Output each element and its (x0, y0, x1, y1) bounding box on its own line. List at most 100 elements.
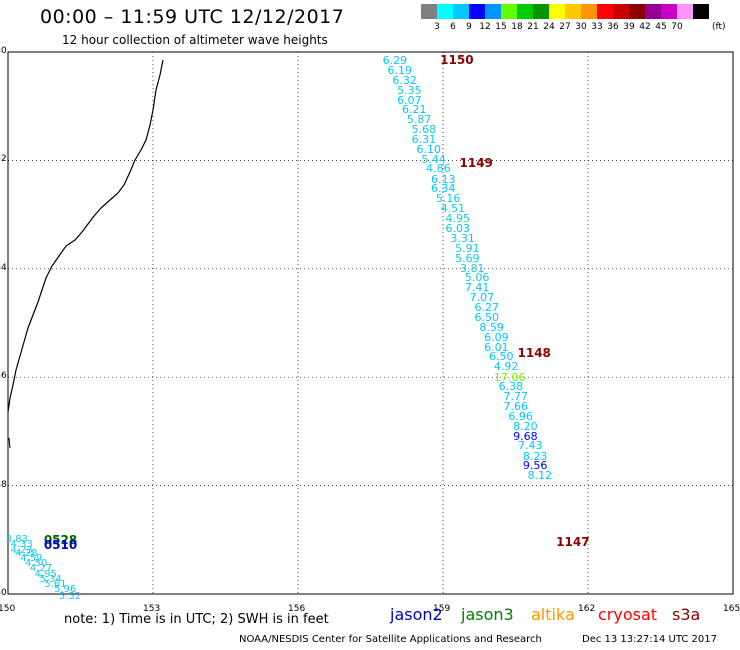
map-frame (7, 51, 734, 595)
wave-height-label: 6.01 (484, 340, 509, 354)
color-scale-swatch (549, 4, 565, 19)
wave-height-label: 5.91 (455, 241, 480, 255)
wave-height-label: 8.20 (513, 419, 538, 433)
color-scale-swatch (661, 4, 677, 19)
longitude-tick-label: 153 (143, 604, 161, 614)
wave-height-label: 5.06 (464, 271, 490, 285)
color-scale-tick-label: 33 (591, 22, 603, 32)
wave-height-label: 7.41 (464, 281, 490, 295)
color-scale-swatch (501, 4, 517, 19)
color-scale-tick-label: 30 (575, 22, 587, 32)
pass-time-label: 0510 (43, 538, 78, 553)
wave-height-label: 7.77 (503, 390, 529, 404)
color-scale-swatch (485, 4, 501, 19)
longitude-tick-label: 150 (0, 604, 16, 614)
satellite-legend-item: altika (531, 605, 575, 624)
wave-height-label: 4.33 (10, 539, 33, 551)
color-scale-swatch (437, 4, 453, 19)
color-scale-tick-label: 39 (623, 22, 635, 32)
color-scale-tick-label: 6 (450, 22, 456, 32)
pass-time-label: 1150 (440, 53, 474, 67)
color-scale-swatch (645, 4, 661, 19)
color-scale-tick-label: 24 (543, 22, 555, 32)
color-scale-swatch (533, 4, 549, 19)
wave-height-label: 7.66 (503, 399, 529, 413)
color-scale-tick-label: 21 (527, 22, 539, 32)
wave-height-label: 5.61 (44, 578, 67, 590)
wave-height-label: 5.52 (58, 590, 82, 602)
color-scale-swatch (693, 4, 709, 19)
latitude-tick-label: -30 (0, 46, 7, 56)
wave-height-label: 9.68 (513, 429, 538, 443)
pass-time-label: 1148 (517, 345, 551, 360)
wave-height-label: 6.03 (445, 222, 471, 236)
color-scale-swatch (581, 4, 597, 19)
longitude-tick-label: 165 (723, 604, 740, 614)
units-note: note: 1) Time is in UTC; 2) SWH is in fe… (64, 612, 329, 627)
wave-height-label: 6.34 (431, 182, 456, 196)
longitude-tick-label: 156 (288, 604, 306, 614)
wave-height-label: 6.38 (498, 380, 524, 394)
color-scale-tick-label: 12 (479, 22, 491, 32)
wave-height-label: 8.59 (479, 320, 504, 334)
wave-height-label: 7.07 (469, 291, 495, 305)
color-scale-swatch (421, 4, 437, 19)
credit-line: NOAA/NESDIS Center for Satellite Applica… (239, 634, 542, 645)
wave-height-label: 5.34 (39, 574, 62, 586)
wave-height-label: 6.10 (416, 142, 442, 156)
wave-height-label: 4.50 (25, 558, 48, 570)
color-scale-tick-label: 9 (466, 22, 472, 32)
color-scale-tick-label: 42 (639, 22, 651, 32)
latitude-tick-label: -36 (0, 371, 7, 382)
wave-height-label: 6.27 (474, 301, 500, 315)
color-scale-swatch (677, 4, 693, 19)
latitude-tick-label: -40 (0, 588, 7, 598)
wave-height-label: 6.31 (411, 133, 437, 147)
color-scale-swatch (565, 4, 581, 19)
color-scale-swatch (469, 4, 485, 19)
longitude-tick-label: 159 (433, 604, 451, 614)
color-scale-swatch (613, 4, 629, 19)
wave-height-label: 9.56 (522, 459, 548, 473)
latitude-tick-label: -38 (0, 479, 7, 490)
color-scale-tick-label: 36 (607, 22, 619, 32)
color-scale-unit: (ft) (712, 22, 726, 32)
wave-height-label: 4.59 (20, 552, 43, 564)
satellite-legend-item: jason2 (390, 605, 443, 624)
wave-height-label: 4.92 (493, 360, 519, 374)
pass-time-label: 0528 (43, 532, 78, 547)
wave-height-label: 4.86 (426, 162, 451, 176)
wave-height-label: 5.44 (421, 152, 446, 166)
wave-height-label: 4.28 (15, 548, 38, 560)
wave-height-label: 4.27 (29, 563, 53, 575)
coastline (7, 59, 164, 413)
latitude-tick-label: -32 (0, 154, 7, 165)
color-scale-swatch (597, 4, 613, 19)
wave-height-label: 7.43 (518, 439, 543, 453)
wave-height-label: 5.69 (455, 251, 480, 265)
wave-height-label: 6.96 (508, 410, 533, 424)
satellite-legend-item: cryosat (598, 605, 658, 624)
wave-height-label: 3.83 (5, 533, 28, 545)
pass-time-label: 1147 (556, 535, 590, 550)
color-scale-tick-label: 45 (655, 22, 667, 32)
latitude-tick-label: -34 (0, 262, 7, 273)
wave-height-label: 6.09 (484, 330, 509, 344)
wave-height-label: 4.95 (445, 212, 471, 226)
wave-height-label: 17.06 (493, 370, 526, 384)
map-title: 00:00 – 11:59 UTC 12/12/2017 (40, 6, 345, 28)
color-scale-tick-label: 15 (495, 22, 507, 32)
wave-height-label: 3.81 (460, 261, 485, 275)
wave-height-label: 6.07 (397, 93, 422, 107)
wave-height-label: 6.29 (382, 54, 408, 67)
satellite-legend-item: jason3 (461, 605, 514, 624)
satellite-legend-item: s3a (672, 605, 701, 624)
color-scale-swatch (517, 4, 533, 19)
wave-height-label: 4.23 (10, 544, 33, 556)
wave-height-label: 4.51 (440, 201, 466, 215)
color-scale-tick-label: 18 (511, 22, 523, 32)
color-scale-tick-label: 27 (559, 22, 571, 32)
color-scale-swatch (629, 4, 645, 19)
island-outline (8, 437, 11, 449)
wave-height-label: 8.12 (527, 469, 553, 483)
